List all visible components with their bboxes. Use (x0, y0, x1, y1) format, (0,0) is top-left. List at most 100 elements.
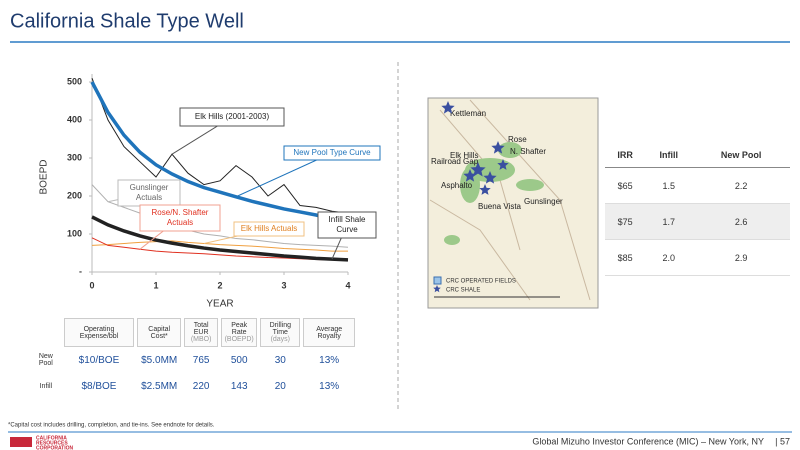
row-label: Infill (39, 382, 53, 390)
x-axis-title: YEAR (206, 299, 233, 310)
header-label: Operating Expense/bbl (79, 325, 119, 340)
callout: Elk Hills (2001-2003) (195, 112, 269, 121)
cell: 500 (230, 354, 248, 366)
side-label: $ BRENT (620, 232, 626, 258)
x-tick-label: 0 (89, 280, 94, 290)
map-star (441, 101, 455, 114)
map-field (444, 235, 460, 245)
header-label: Peak Rate (231, 322, 248, 336)
column-header: Drilling Time (days) (260, 318, 301, 347)
row-label: $65 (617, 180, 633, 191)
map-star (479, 184, 491, 195)
callout-box (179, 107, 285, 127)
column-header: Operating Expense/bbl (63, 318, 135, 347)
map-label: Elk Hills (450, 151, 478, 160)
y-axis-title: BOEPD (39, 159, 50, 194)
column-header: Capital Cost* (137, 318, 182, 347)
map-star (497, 159, 509, 170)
map-label: N. Shafter (510, 147, 546, 156)
header-unit: (days) (270, 336, 291, 343)
map-label: Rose (508, 135, 527, 144)
series-line (90, 81, 349, 224)
footer-text: Global Mizuho Investor Conference (MIC) … (532, 436, 764, 446)
callout-box (283, 145, 381, 161)
header-label: Total EUR (193, 322, 209, 336)
cell: 30 (274, 354, 286, 366)
series-line (91, 240, 348, 252)
map-field (516, 179, 544, 191)
header-unit: (MBO) (190, 336, 212, 343)
cell: $5.0MM (141, 354, 178, 366)
row-label: $85 (617, 252, 633, 263)
x-tick-label: 1 (153, 280, 158, 290)
column-header: Peak Rate (BOEPD) (221, 318, 258, 347)
column-header: New Pool (720, 150, 762, 160)
map-star (470, 162, 486, 177)
map-label: Gunslinger (524, 197, 563, 206)
logo-mark (10, 437, 32, 447)
map-field (460, 167, 480, 203)
map-legend: CRC OPERATED FIELDS (446, 279, 516, 285)
logo-text: CALIFORNIA (36, 435, 67, 441)
cell: $10/BOE (78, 354, 120, 366)
y-tick-label: 300 (67, 152, 82, 162)
header-row: Operating Expense/bbl Capital Cost* Total … (31, 318, 355, 347)
column-header: IRR (617, 150, 633, 160)
price-table: IRR Infill New Pool $65 1.5 2.2 $75 1.7 2.6 $85 2.… (605, 143, 790, 276)
callout: Gunslinger Actuals (129, 183, 169, 202)
logo-text: RESOURCES (36, 440, 68, 446)
legend-swatch (433, 276, 442, 285)
callout-label: New Pool Type Curve (293, 148, 371, 158)
cell: 2.0 (662, 252, 675, 263)
cell: 143 (230, 380, 248, 392)
header-label: Drilling Time (269, 322, 291, 336)
column-header: Average Royalty (303, 318, 355, 347)
y-tick-label: 500 (67, 76, 82, 86)
column-header: Total EUR (MBO) (184, 318, 219, 347)
series-line (91, 78, 349, 214)
econ-table: Operating Expense/bbl Capital Cost* Total … (28, 318, 358, 399)
row-label: $75 (617, 216, 633, 227)
cell: 13% (319, 380, 340, 392)
cell: 220 (192, 380, 210, 392)
header-unit: (BOEPD) (224, 336, 254, 343)
cell: 1.7 (662, 216, 675, 227)
corner (31, 318, 61, 347)
row-label: New Pool (38, 353, 53, 367)
header-label: Capital Cost* (148, 325, 171, 340)
map-legend: CRC SHALE (446, 288, 480, 294)
header-label: Average Royalty (316, 325, 343, 340)
table-row: Infill $8/BOE $2.5MM 220 143 20 13% (31, 373, 355, 399)
cell: $8/BOE (81, 380, 117, 392)
callout-label: Elk Hills Actuals (240, 224, 298, 234)
y-tick-label: 400 (67, 114, 82, 124)
cell: 2.2 (734, 180, 748, 191)
cell: 765 (192, 354, 210, 366)
table-row: $85 2.0 2.9 (605, 239, 790, 276)
x-tick-label: 4 (345, 280, 350, 290)
callout-label: Gunslinger Actuals (129, 183, 169, 202)
cell: $2.5MM (141, 380, 178, 392)
map-star (463, 169, 477, 182)
cell: 2.9 (734, 252, 748, 263)
map-star (433, 285, 441, 293)
callout: New Pool Type Curve (293, 148, 371, 158)
cell: 2.6 (734, 216, 748, 227)
table-row: $65 1.5 2.2 (605, 167, 790, 204)
footnote: *Capital cost includes drilling, complet… (8, 423, 215, 429)
header-row: IRR Infill New Pool (605, 143, 790, 168)
slide-title: California Shale Type Well (10, 10, 244, 32)
column-header: Infill (659, 150, 679, 160)
callout: Rose/N. Shafter Actuals (152, 208, 209, 227)
callout-box (117, 179, 181, 207)
table-row: New Pool $10/BOE $5.0MM 765 500 30 13% (31, 347, 355, 373)
callout-box (317, 211, 377, 239)
x-tick-label: 2 (217, 280, 222, 290)
callout-label: Infill Shale Curve (328, 215, 366, 234)
callout-box (233, 221, 305, 237)
map-label: Railroad Gap (431, 157, 479, 166)
cell: 1.5 (662, 180, 675, 191)
map-frame (427, 97, 599, 309)
